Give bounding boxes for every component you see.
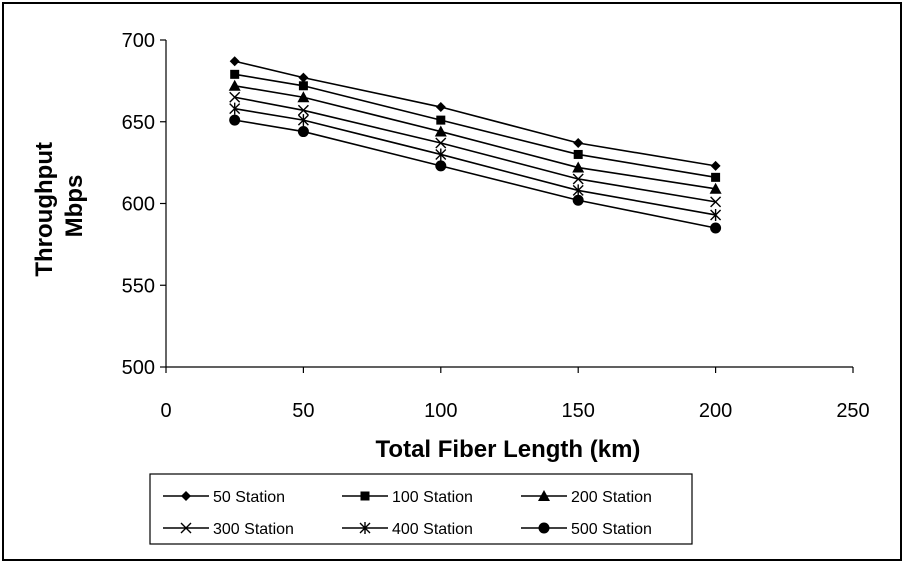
data-point-diamond: [435, 102, 446, 113]
legend-marker-circle: [538, 522, 550, 534]
legend-item: 400 Station: [342, 521, 473, 538]
legend-marker-diamond: [181, 491, 191, 501]
legend-box: [149, 473, 693, 545]
legend-item: 300 Station: [163, 521, 294, 538]
data-point-circle: [710, 222, 722, 234]
data-point-diamond: [298, 72, 309, 83]
data-point-x: [297, 104, 309, 116]
data-point-square: [230, 69, 240, 79]
legend-label: 400 Station: [392, 521, 473, 538]
y-tick-label: 500: [122, 357, 155, 379]
series-100-station: [230, 69, 721, 182]
data-point-star: [572, 184, 584, 197]
data-point-triangle: [572, 161, 585, 173]
legend-item: 100 Station: [342, 489, 473, 506]
x-axis-ticks: 0 50 100 150 200 250: [160, 367, 870, 422]
data-point-square: [298, 81, 308, 91]
plot-area: [228, 56, 722, 234]
legend-marker-square: [360, 491, 370, 501]
y-axis-title: Throughput Mbps: [31, 135, 88, 276]
data-point-x: [572, 173, 584, 185]
data-point-star: [229, 102, 241, 115]
legend-item: 50 Station: [163, 489, 285, 506]
legend: 50 Station 100 Station 200 Station 300 Stat…: [163, 489, 652, 538]
data-point-diamond: [573, 138, 584, 149]
data-point-x: [229, 91, 241, 103]
y-tick-label: 600: [122, 194, 155, 216]
data-point-star: [435, 148, 447, 161]
legend-marker-x: [180, 522, 192, 534]
data-point-circle: [435, 160, 447, 172]
series-300-station: [229, 91, 722, 208]
data-point-x: [710, 196, 722, 208]
legend-marker-triangle: [538, 490, 550, 501]
legend-label: 500 Station: [571, 521, 652, 538]
series-200-station: [228, 79, 722, 194]
x-axis-title: Total Fiber Length (km): [376, 436, 641, 463]
data-point-x: [435, 137, 447, 149]
data-point-star: [710, 208, 722, 221]
x-tick-label: 250: [836, 400, 869, 422]
legend-item: 500 Station: [521, 521, 652, 538]
y-axis-title-line-2: Mbps: [61, 175, 88, 238]
legend-label: 50 Station: [213, 489, 285, 506]
data-point-circle: [229, 114, 241, 126]
y-axis-ticks: 500 550 600 650 700: [122, 30, 166, 379]
x-tick-label: 150: [562, 400, 595, 422]
data-point-triangle: [709, 182, 722, 194]
series-500-station: [229, 114, 722, 234]
data-point-diamond: [710, 160, 721, 171]
x-tick-label: 50: [292, 400, 314, 422]
legend-label: 200 Station: [571, 489, 652, 506]
x-tick-label: 200: [699, 400, 732, 422]
data-point-star: [297, 114, 309, 127]
data-point-triangle: [434, 125, 447, 137]
data-point-circle: [572, 194, 584, 206]
data-point-circle: [297, 126, 309, 138]
data-point-square: [711, 172, 721, 182]
legend-label: 100 Station: [392, 489, 473, 506]
data-point-triangle: [297, 91, 310, 103]
data-point-triangle: [228, 79, 241, 91]
x-tick-label: 100: [424, 400, 457, 422]
y-tick-label: 650: [122, 112, 155, 134]
y-tick-label: 700: [122, 30, 155, 52]
data-point-diamond: [229, 56, 240, 67]
y-tick-label: 550: [122, 275, 155, 297]
legend-item: 200 Station: [521, 489, 652, 506]
data-point-square: [573, 149, 583, 159]
data-point-square: [436, 115, 446, 125]
x-tick-label: 0: [160, 400, 171, 422]
outer-border: [2, 2, 902, 561]
series-400-station: [229, 102, 722, 221]
y-axis-title-line-1: Throughput: [31, 142, 58, 277]
series-50-station: [229, 56, 721, 171]
legend-label: 300 Station: [213, 521, 294, 538]
legend-marker-star: [359, 522, 371, 534]
